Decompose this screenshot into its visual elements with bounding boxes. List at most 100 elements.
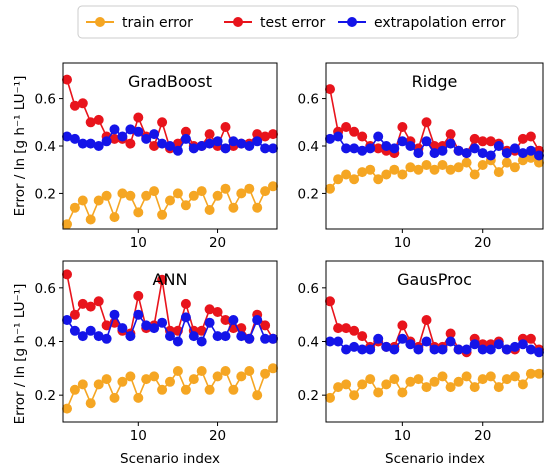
ann-test-error-point — [204, 304, 215, 315]
ann-train-error-point — [204, 384, 215, 395]
ridge-extrapolation-error-point — [325, 133, 335, 144]
gausproc-extrapolation-error-point — [421, 336, 432, 347]
ann-test-error-point — [212, 307, 223, 317]
ridge-extrapolation-error-point — [333, 131, 344, 142]
gausproc-extrapolation-error-point — [389, 344, 400, 355]
gradboost-extrapolation-error-point — [165, 141, 175, 151]
gradboost-test-error-point — [180, 126, 191, 137]
ann-train-error-point — [77, 379, 88, 390]
ridge-train-error-point — [341, 169, 352, 180]
gradboost-extrapolation-error-point — [228, 136, 239, 147]
gradboost-extrapolation-error-point — [101, 136, 112, 147]
gradboost-extrapolation-error-point — [133, 126, 144, 137]
ann-train-error-point — [125, 371, 136, 382]
ann-extrapolation-error-point — [101, 333, 112, 344]
gausproc-extrapolation-error-point — [501, 344, 512, 355]
gradboost-train-error-point — [117, 188, 128, 199]
gausproc-extrapolation-error-point — [517, 339, 528, 350]
legend-extrapolation-label: extrapolation error — [374, 15, 506, 31]
ridge-train-error-point — [421, 160, 432, 170]
gausproc-extrapolation-error-point — [477, 344, 488, 355]
ann-train-error-point — [188, 374, 199, 385]
ridge-test-error-point — [421, 117, 432, 128]
ylabel-bottom: Error / ln [g h⁻¹ LU⁻¹] — [12, 284, 28, 425]
ridge-extrapolation-error-point — [453, 145, 464, 156]
gradboost-test-error-point — [220, 122, 231, 132]
ridge-extrapolation-error-point — [381, 141, 392, 151]
ridge-extrapolation-error-point — [509, 143, 520, 154]
gausproc-train-error-point — [381, 379, 392, 390]
legend-extrapolation-marker — [347, 17, 357, 27]
gausproc-extrapolation-error-point — [437, 344, 448, 355]
ann-y-tick-label: 0.6 — [35, 281, 56, 297]
ridge-extrapolation-error-point — [517, 148, 528, 159]
gradboost-test-error-point — [93, 114, 104, 125]
gradboost-extrapolation-error-point — [109, 124, 120, 135]
ann-extrapolation-error-point — [117, 323, 128, 334]
ann-extrapolation-error-point — [165, 331, 175, 342]
gradboost-y-tick-label: 0.6 — [35, 92, 56, 108]
gausproc-train-error-point — [341, 379, 352, 390]
gradboost-extrapolation-error-point — [117, 131, 128, 142]
ridge-extrapolation-error-point — [445, 138, 456, 149]
gradboost-train-error-point — [236, 188, 247, 199]
ann-train-error-point — [149, 371, 160, 382]
gradboost-test-error-point — [268, 129, 278, 140]
gradboost-extrapolation-error-point — [141, 133, 152, 144]
ann-train-error-point — [141, 374, 152, 385]
ridge-extrapolation-error-point — [477, 148, 488, 159]
ann-extrapolation-error-point — [125, 331, 136, 342]
gradboost-train-error-point — [244, 183, 255, 194]
ann-train-error-point — [228, 384, 239, 395]
ylabel-top: Error / ln [g h⁻¹ LU⁻¹] — [12, 76, 28, 217]
ridge-train-error-point — [405, 162, 416, 173]
gradboost-train-error-point — [228, 202, 239, 213]
ann-extrapolation-error-point — [180, 312, 191, 323]
gausproc-test-error-point — [349, 325, 360, 336]
gausproc-train-error-point — [461, 371, 472, 382]
ann-test-error-point — [196, 325, 207, 336]
gausproc-extrapolation-error-point — [405, 339, 416, 350]
gradboost-train-error-point — [149, 186, 160, 197]
gausproc-train-error-point — [517, 379, 528, 390]
gausproc-train-error-point — [525, 368, 536, 379]
ann-train-error-point — [85, 398, 96, 409]
ann-extrapolation-error-point — [196, 336, 207, 347]
gradboost-train-error-point — [212, 190, 223, 201]
ridge-test-error-point — [477, 136, 488, 147]
gradboost-train-error-point — [77, 195, 88, 206]
gradboost-train-error-point — [260, 186, 271, 197]
gausproc-y-tick-label: 0.2 — [298, 388, 319, 404]
legend-test-marker — [233, 17, 243, 27]
ann-extrapolation-error-point — [244, 333, 255, 344]
panel-gradboost: 10 20 0.2 0.4 0.6 GradBoost — [35, 62, 278, 251]
gausproc-extrapolation-error-point — [461, 344, 472, 355]
ann-extrapolation-error-point — [220, 331, 231, 342]
gausproc-y-tick-label: 0.4 — [298, 335, 319, 351]
gausproc-test-error-point — [421, 315, 432, 325]
ridge-extrapolation-error-point — [373, 131, 384, 142]
ann-extrapolation-error-point — [133, 309, 144, 320]
ann-train-error-point — [260, 368, 271, 379]
gradboost-test-error-point — [85, 117, 96, 128]
ridge-test-error-point — [373, 143, 384, 154]
ann-train-error-point — [268, 363, 278, 374]
ridge-train-error-point — [365, 164, 376, 175]
gausproc-extrapolation-error-point — [485, 344, 496, 355]
ridge-extrapolation-error-point — [501, 148, 512, 159]
gradboost-train-error-point — [268, 181, 278, 192]
gausproc-test-error-point — [397, 320, 408, 331]
xlabel-left: Scenario index — [120, 451, 220, 467]
ridge-test-error-point — [357, 131, 368, 142]
gausproc-train-error-point — [325, 392, 335, 403]
ann-extrapolation-error-point — [260, 333, 271, 344]
gradboost-train-error-point — [141, 190, 152, 201]
gausproc-test-error-point — [341, 323, 352, 334]
gausproc-train-error-point — [373, 387, 384, 398]
ridge-extrapolation-error-point — [405, 141, 416, 151]
gradboost-extrapolation-error-point — [244, 141, 255, 151]
gradboost-y-tick-label: 0.2 — [35, 186, 56, 202]
ann-test-error-point — [260, 320, 271, 331]
ann-test-error-point — [133, 290, 144, 301]
gradboost-x-tick-label: 20 — [209, 235, 226, 251]
